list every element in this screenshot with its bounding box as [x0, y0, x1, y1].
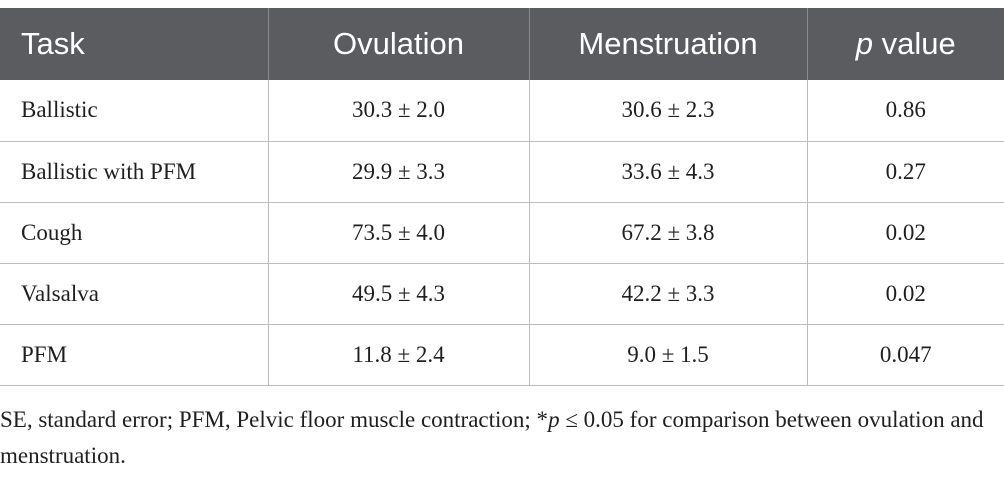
cell-p-value: 0.02 — [807, 263, 1004, 325]
cell-menstruation: 42.2 ± 3.3 — [529, 263, 808, 325]
table-row: Ballistic 30.3 ± 2.0 30.6 ± 2.3 0.86 — [0, 80, 1004, 142]
cell-task: Cough — [0, 202, 269, 264]
data-table: Task Ovulation Menstruation p value Ball… — [0, 8, 1004, 386]
cell-menstruation: 33.6 ± 4.3 — [529, 141, 808, 203]
table-row: Ballistic with PFM 29.9 ± 3.3 33.6 ± 4.3… — [0, 141, 1004, 203]
cell-ovulation: 49.5 ± 4.3 — [268, 263, 530, 325]
cell-ovulation: 30.3 ± 2.0 — [268, 80, 530, 142]
table-header: Task Ovulation Menstruation p value — [0, 8, 1004, 80]
cell-ovulation: 11.8 ± 2.4 — [268, 324, 530, 386]
cell-task: PFM — [0, 324, 269, 386]
cell-ovulation: 29.9 ± 3.3 — [268, 141, 530, 203]
table-row: Cough 73.5 ± 4.0 67.2 ± 3.8 0.02 — [0, 202, 1004, 264]
header-p-italic: p — [855, 26, 873, 61]
cell-menstruation: 30.6 ± 2.3 — [529, 80, 808, 142]
cell-p-value: 0.047 — [807, 324, 1004, 386]
footnote-part1: SE, standard error; PFM, Pelvic floor mu… — [0, 407, 549, 432]
cell-p-value: 0.27 — [807, 141, 1004, 203]
cell-menstruation: 67.2 ± 3.8 — [529, 202, 808, 264]
footnote-part2: ≤ 0.05 for comparison between ovulation … — [0, 407, 984, 468]
footnote-p-italic: p — [548, 407, 560, 432]
header-p-value: p value — [807, 8, 1004, 80]
cell-p-value: 0.02 — [807, 202, 1004, 264]
table-row: Valsalva 49.5 ± 4.3 42.2 ± 3.3 0.02 — [0, 263, 1004, 325]
cell-menstruation: 9.0 ± 1.5 — [529, 324, 808, 386]
cell-task: Ballistic with PFM — [0, 141, 269, 203]
table-row: PFM 11.8 ± 2.4 9.0 ± 1.5 0.047 — [0, 324, 1004, 386]
cell-p-value: 0.86 — [807, 80, 1004, 142]
cell-task: Valsalva — [0, 263, 269, 325]
table-body: Ballistic 30.3 ± 2.0 30.6 ± 2.3 0.86 Bal… — [0, 80, 1004, 386]
header-task: Task — [0, 8, 269, 80]
header-ovulation: Ovulation — [268, 8, 530, 80]
header-p-rest: value — [873, 26, 956, 61]
header-row: Task Ovulation Menstruation p value — [0, 8, 1004, 80]
cell-ovulation: 73.5 ± 4.0 — [268, 202, 530, 264]
table-footnote: SE, standard error; PFM, Pelvic floor mu… — [0, 402, 1000, 474]
cell-task: Ballistic — [0, 80, 269, 142]
header-menstruation: Menstruation — [529, 8, 808, 80]
